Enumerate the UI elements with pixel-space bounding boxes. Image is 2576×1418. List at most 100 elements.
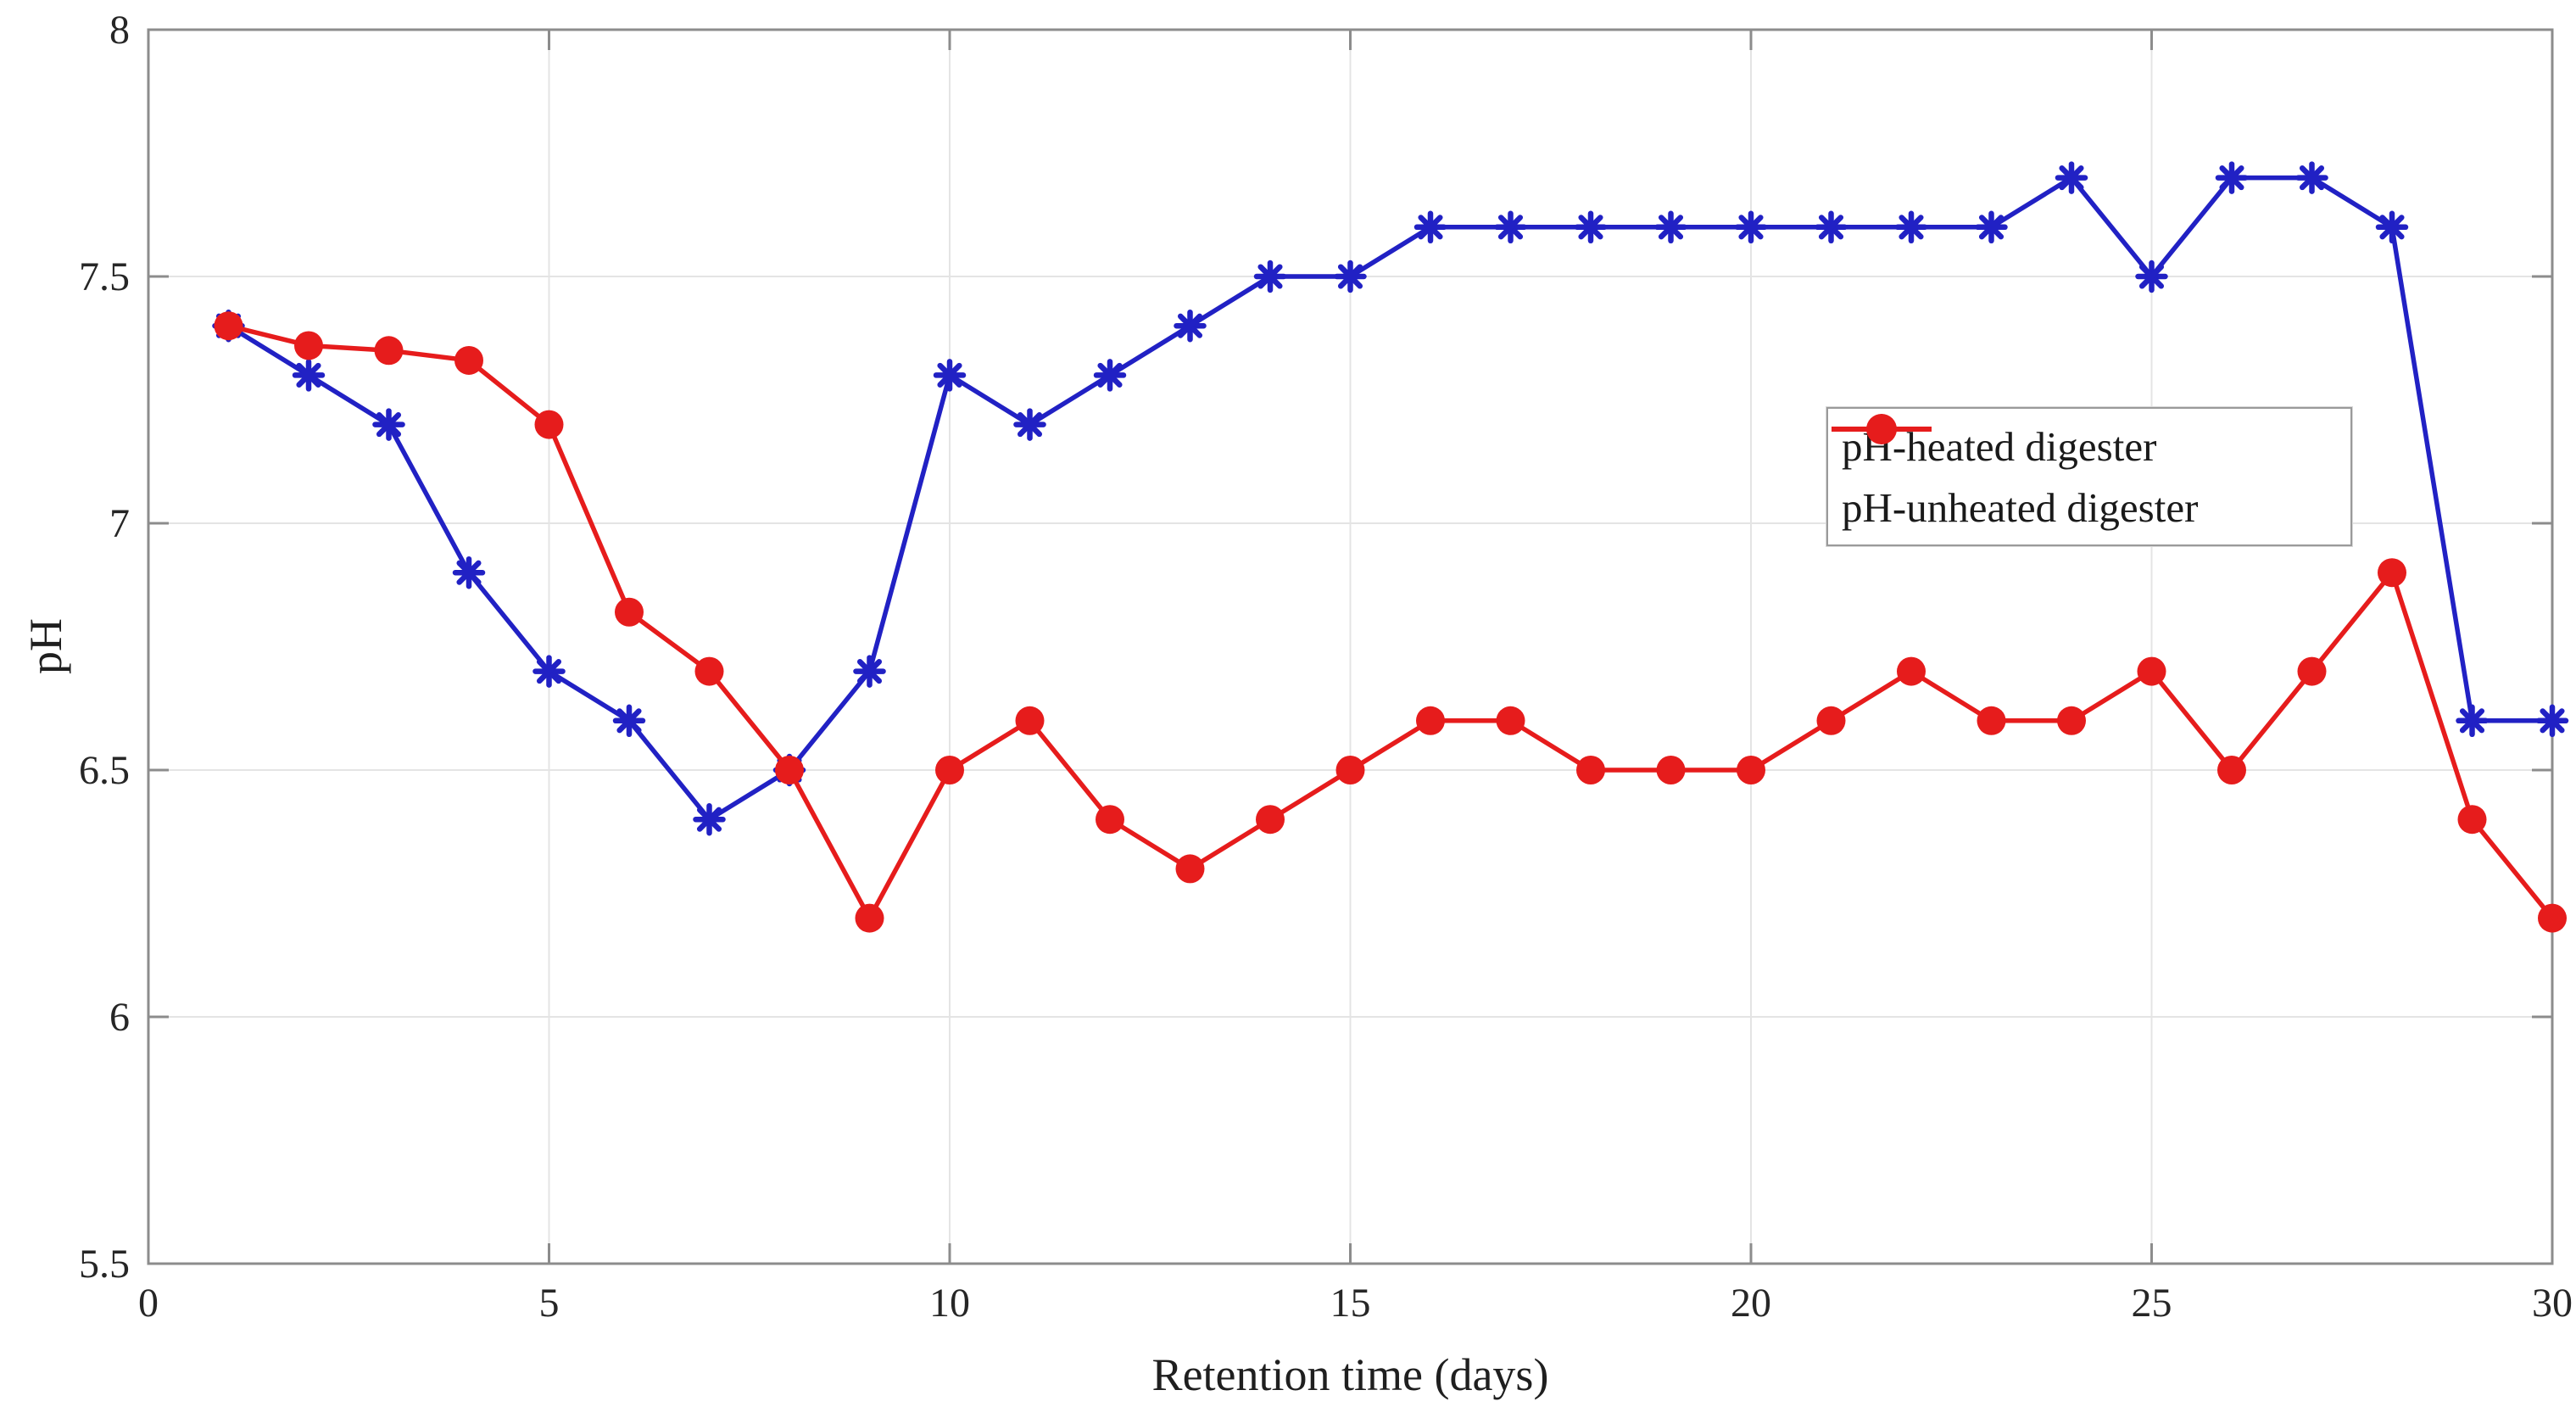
circle-marker — [1015, 706, 1045, 735]
asterisk-marker — [1253, 260, 1287, 293]
asterisk-spoke — [456, 560, 482, 585]
asterisk-marker — [2295, 161, 2328, 194]
circle-marker — [855, 903, 884, 933]
circle-marker — [1816, 706, 1846, 735]
circle-marker — [2457, 805, 2487, 835]
y-tick-label: 6.5 — [79, 748, 130, 793]
asterisk-spoke — [1418, 215, 1443, 240]
tick-marks — [147, 28, 2554, 1265]
circle-marker — [2538, 903, 2567, 933]
circle-marker — [935, 756, 964, 784]
circle-marker — [214, 311, 243, 341]
unheated-markers — [214, 311, 2567, 933]
unheated-line-sample — [1832, 414, 1932, 444]
circle-marker — [454, 345, 483, 375]
legend: pH-heated digester pH-unheated digester — [1826, 407, 2352, 546]
y-tick-label: 7 — [109, 501, 130, 546]
y-axis-title: pH — [20, 618, 71, 674]
circle-marker — [294, 331, 323, 360]
circle-marker-icon — [1866, 414, 1897, 444]
circle-marker — [1175, 854, 1205, 884]
y-tick-label: 7.5 — [79, 254, 130, 299]
x-tick-label: 5 — [539, 1281, 560, 1326]
asterisk-spoke — [1337, 264, 1363, 289]
circle-marker — [2217, 756, 2246, 784]
circle-marker — [1977, 706, 2006, 735]
asterisk-spoke — [2059, 165, 2084, 191]
series-line-heated — [227, 175, 2552, 822]
circle-marker — [2297, 656, 2327, 686]
circle-marker — [374, 336, 404, 366]
asterisk-spoke — [376, 412, 402, 438]
circle-marker — [615, 597, 644, 627]
asterisk-marker — [1654, 210, 1687, 244]
asterisk-marker — [1734, 210, 1768, 244]
asterisk-marker — [452, 555, 486, 589]
asterisk-marker — [1174, 309, 1207, 343]
circle-marker — [1096, 805, 1124, 835]
circle-marker — [2378, 558, 2406, 588]
x-axis-title: Retention time (days) — [1151, 1349, 1549, 1400]
circle-marker — [1897, 656, 1926, 686]
asterisk-marker — [2135, 260, 2168, 293]
asterisk-spoke — [2379, 215, 2405, 240]
asterisk-marker — [2375, 210, 2409, 244]
asterisk-marker — [1815, 210, 1848, 244]
circle-marker — [694, 656, 724, 686]
x-tick-label: 10 — [929, 1281, 970, 1326]
asterisk-spoke — [1257, 264, 1283, 289]
asterisk-spoke — [937, 362, 962, 388]
asterisk-spoke — [296, 362, 321, 388]
asterisk-spoke — [2138, 264, 2165, 289]
asterisk-marker — [933, 359, 967, 392]
circle-marker — [2137, 656, 2166, 686]
circle-marker — [1256, 805, 1285, 835]
asterisk-marker — [2215, 161, 2249, 194]
asterisk-marker — [532, 655, 566, 688]
asterisk-spoke — [616, 708, 642, 734]
series-heated — [212, 161, 2569, 836]
asterisk-spoke — [1818, 215, 1844, 240]
asterisk-marker — [1494, 210, 1527, 244]
series-unheated — [214, 311, 2567, 933]
circle-marker — [2057, 706, 2086, 735]
asterisk-marker — [1894, 210, 1928, 244]
y-tick-label: 8 — [109, 8, 130, 53]
asterisk-marker — [292, 359, 326, 392]
asterisk-spoke — [1899, 215, 1924, 240]
asterisk-spoke — [1097, 362, 1123, 388]
circle-marker — [1656, 756, 1686, 784]
x-tick-label: 25 — [2132, 1281, 2172, 1326]
asterisk-marker — [693, 802, 726, 836]
asterisk-marker — [1975, 210, 2008, 244]
asterisk-spoke — [2540, 708, 2565, 734]
x-tick-label: 30 — [2532, 1281, 2573, 1326]
circle-marker — [1416, 706, 1445, 735]
y-tick-label: 5.5 — [79, 1242, 130, 1287]
circle-marker — [1496, 706, 1525, 735]
asterisk-spoke — [1497, 215, 1524, 240]
asterisk-marker — [2456, 704, 2489, 738]
legend-label-unheated: pH-unheated digester — [1842, 483, 2199, 531]
circle-marker — [1335, 756, 1365, 784]
x-tick-label: 0 — [138, 1281, 159, 1326]
asterisk-spoke — [1738, 215, 1764, 240]
asterisk-marker — [2535, 704, 2569, 738]
circle-marker — [775, 756, 804, 784]
asterisk-marker — [1013, 408, 1046, 441]
asterisk-spoke — [1978, 215, 2004, 240]
asterisk-spoke — [1658, 215, 1684, 240]
asterisk-spoke — [1578, 215, 1603, 240]
asterisk-spoke — [2459, 708, 2485, 734]
heated-markers — [212, 161, 2569, 836]
asterisk-spoke — [1017, 412, 1043, 438]
gridlines — [148, 30, 2552, 1264]
asterisk-spoke — [856, 659, 883, 684]
asterisk-spoke — [696, 807, 722, 832]
circle-marker — [1737, 756, 1765, 784]
circle-marker — [534, 410, 564, 439]
asterisk-marker — [612, 704, 646, 738]
asterisk-spoke — [2299, 165, 2325, 191]
asterisk-marker — [1334, 260, 1367, 293]
